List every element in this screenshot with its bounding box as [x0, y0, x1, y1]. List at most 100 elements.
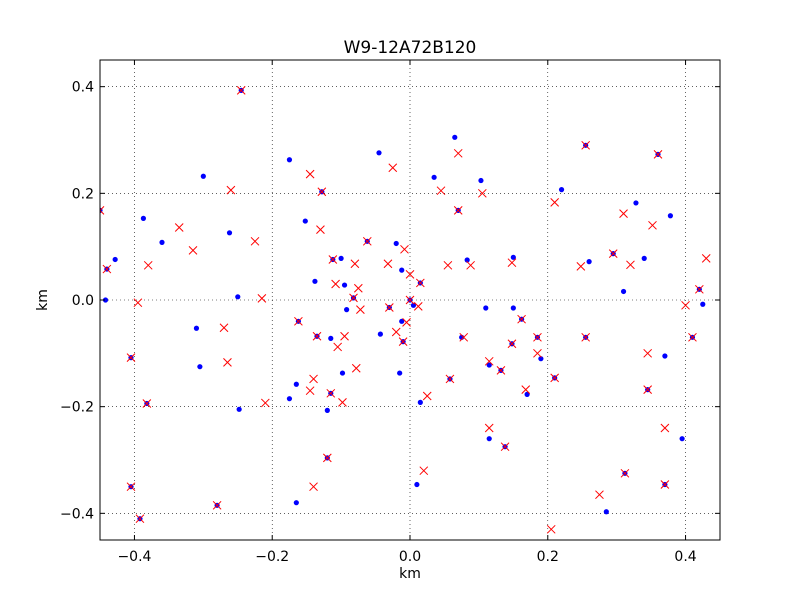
x-marker-point [350, 259, 360, 269]
x-marker-point [443, 260, 453, 270]
x-axis-label: km [399, 566, 421, 582]
y-tick-label: 0.2 [72, 186, 94, 202]
x-marker-point [533, 332, 542, 342]
dot-point [226, 230, 233, 236]
x-marker-point [102, 264, 112, 274]
dot-point [377, 331, 383, 337]
x-marker-point [643, 385, 653, 394]
x-marker-point [384, 303, 394, 312]
x-marker-point [466, 260, 475, 270]
dot-point [486, 436, 492, 442]
dot-point [293, 381, 299, 387]
x-marker-point [328, 255, 338, 264]
x-marker-point [405, 295, 415, 305]
chart-title: W9-12A72B120 [344, 38, 477, 58]
dot-point [399, 267, 405, 273]
dot-point [510, 305, 516, 311]
dot-point [464, 257, 470, 263]
dot-point [393, 240, 399, 247]
dot-point [399, 318, 405, 324]
y-tick-label: 0.4 [72, 80, 94, 96]
x-marker-point [219, 323, 229, 333]
x-marker-point [351, 363, 361, 373]
x-marker-point [660, 480, 670, 489]
dot-point [324, 407, 330, 413]
x-marker-point [533, 348, 542, 358]
dot-point [667, 213, 674, 219]
dot-point [641, 255, 647, 261]
y-tick-label: −0.4 [60, 506, 94, 522]
x-marker-point [459, 332, 469, 342]
x-marker-point [660, 423, 670, 433]
x-marker-point [581, 332, 591, 342]
dot-point [478, 177, 484, 184]
x-marker-point [415, 278, 425, 288]
x-marker-point [507, 258, 517, 268]
x-marker-point [419, 466, 429, 476]
x-marker-point [620, 468, 630, 478]
x-marker-point [305, 169, 315, 179]
x-marker-point [550, 373, 560, 383]
y-tick-label: 0.0 [72, 293, 94, 309]
x-marker-point [135, 514, 145, 524]
x-marker-point [250, 236, 260, 246]
dot-point [200, 173, 206, 179]
x-marker-point [402, 318, 411, 327]
x-marker-point [484, 356, 494, 366]
x-marker-point [619, 209, 628, 218]
x-marker-point [294, 316, 303, 326]
dot-point [679, 436, 685, 442]
x-tick-label: 0.4 [674, 549, 696, 565]
axis-ticks: −0.4 −0.2 0.0 0.2 0.4 −0.4 −0.2 0.0 0.2 0.4 [60, 60, 720, 565]
x-marker-point [316, 225, 325, 234]
x-marker-point [174, 223, 184, 232]
x-marker-point [212, 500, 222, 510]
x-marker-point [260, 398, 270, 408]
x-marker-point [353, 283, 363, 293]
dot-point [417, 399, 423, 405]
x-marker-point [126, 482, 136, 492]
dot-point [524, 391, 530, 397]
x-marker-point [356, 305, 365, 314]
x-marker-point [521, 385, 531, 394]
dot-point [344, 307, 350, 313]
x-marker-point [608, 249, 618, 258]
x-marker-point [496, 366, 506, 375]
x-marker-point [226, 185, 236, 195]
dot-point [558, 187, 565, 193]
x-marker-point [413, 302, 423, 311]
x-marker-point [362, 236, 372, 246]
x-marker-point [383, 259, 393, 269]
dot-point [112, 256, 118, 263]
x-marker-point [340, 331, 349, 341]
x-marker-point [688, 332, 697, 342]
dot-point [286, 157, 293, 163]
y-axis-label: km [35, 289, 51, 311]
x-marker-point [581, 140, 591, 150]
x-marker-point [400, 244, 409, 254]
x-marker-point [453, 148, 463, 158]
dot-point [633, 200, 639, 206]
x-marker-point [391, 327, 401, 337]
x-marker-point [322, 453, 332, 463]
dot-point [140, 215, 146, 221]
x-marker-point [223, 358, 232, 367]
dot-point [620, 288, 627, 295]
data-points [100, 86, 711, 534]
dot-point [538, 356, 544, 362]
x-marker-point [626, 260, 635, 270]
x-marker-point [507, 339, 517, 349]
dot-point [414, 481, 420, 488]
dot-point [197, 364, 203, 370]
x-marker-point [595, 490, 604, 500]
x-marker-point [305, 386, 315, 396]
dot-point [452, 134, 458, 140]
x-marker-point [694, 284, 704, 294]
x-tick-label: −0.4 [117, 549, 151, 565]
x-marker-point [257, 294, 267, 303]
dot-point [159, 239, 165, 245]
y-tick-label: −0.2 [60, 400, 94, 416]
dot-point [312, 278, 318, 284]
x-marker-point [546, 524, 556, 534]
